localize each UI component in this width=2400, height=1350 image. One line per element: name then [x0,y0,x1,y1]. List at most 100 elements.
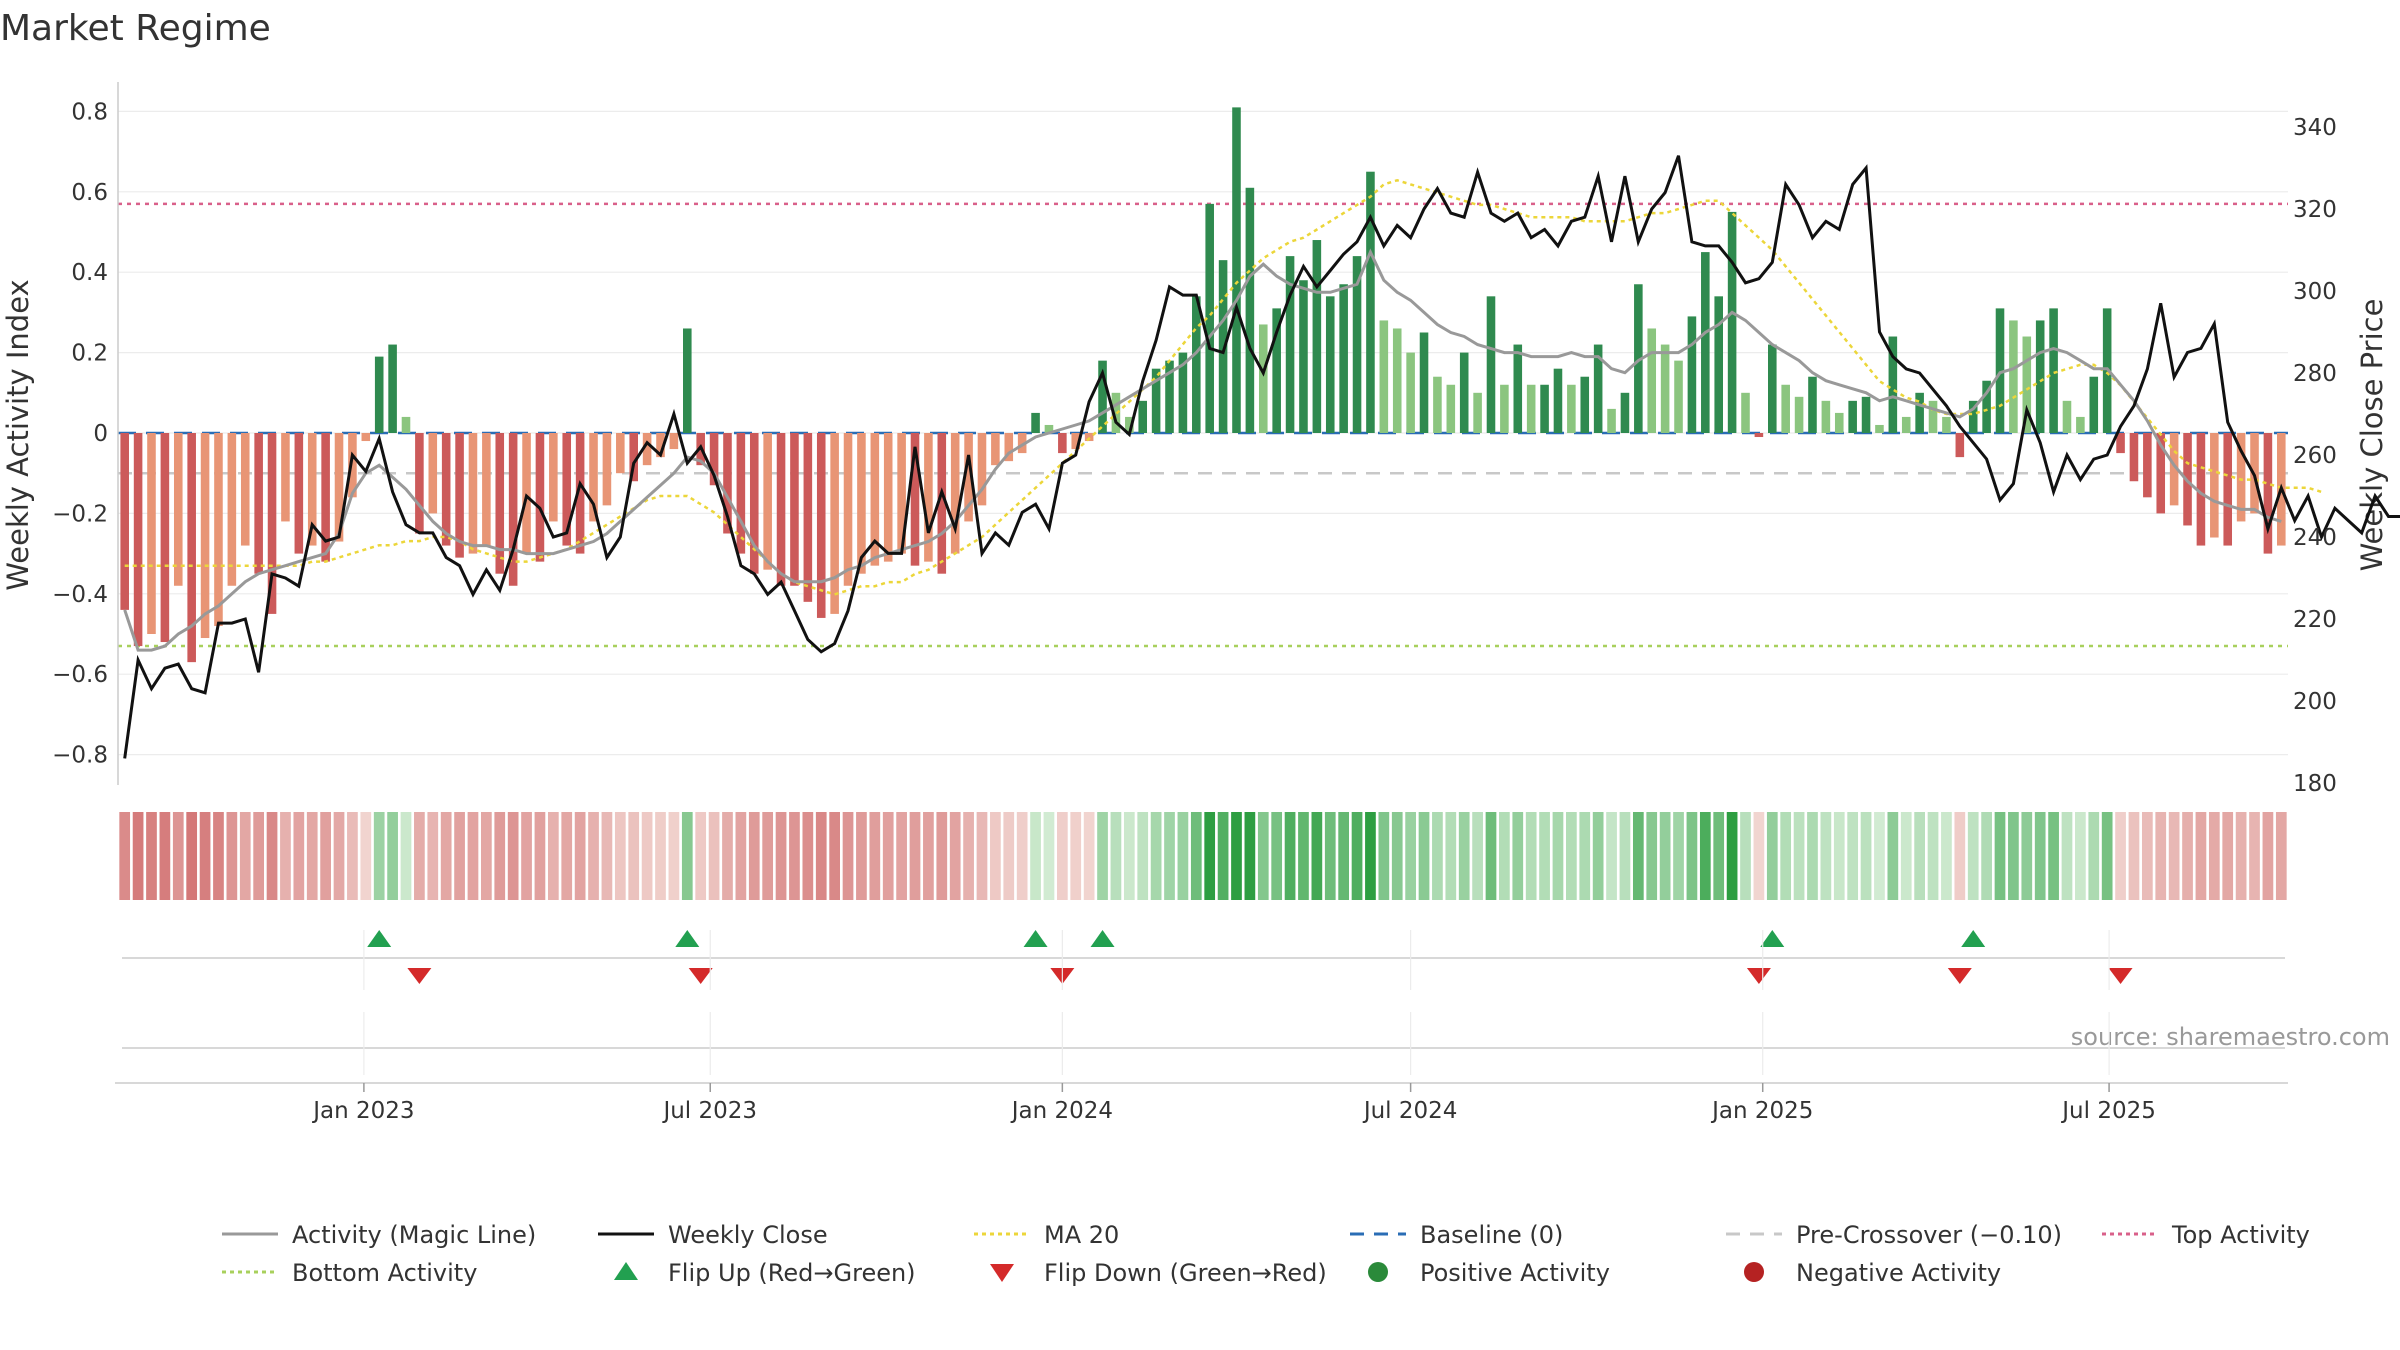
regime-strip-cell [226,812,238,900]
activity-bar [642,433,652,466]
activity-bar [1218,260,1228,433]
activity-bar [924,433,933,562]
regime-strip-cell [2275,812,2287,900]
regime-strip-cell [2222,812,2234,900]
regime-strip-cell [387,812,398,900]
activity-bar [1044,424,1054,433]
regime-strip-cell [681,812,693,900]
activity-bar [803,433,813,602]
activity-bar [2263,433,2273,554]
y-axis-right-title: Weekly Close Price [2355,299,2389,572]
legend-label: Flip Down (Green→Red) [1044,1259,1327,1287]
activity-bar [1955,433,1965,458]
regime-strip-cell [534,812,546,900]
regime-strip-cell [1793,812,1805,900]
regime-strip-cell [1123,812,1135,900]
regime-strip-cell [2101,812,2113,900]
y-right-tick-label: 320 [2293,197,2337,223]
regime-strip-cell [1874,812,1885,900]
legend-item: Pre-Crossover (−0.10) [1726,1221,2062,1249]
legend-item: Flip Down (Green→Red) [990,1259,1327,1287]
activity-bar [1500,384,1509,433]
activity-bar [1379,320,1389,433]
activity-bar [2089,376,2099,433]
activity-bar [683,328,692,433]
regime-strip-cell [494,812,506,900]
regime-strip-cell [1981,812,1992,900]
magic-line [123,248,2282,652]
legend-item: Negative Activity [1744,1259,2001,1287]
grid-layer [118,110,2288,756]
regime-strip-cell [1485,812,1497,900]
activity-bar [2143,433,2152,498]
regime-strip-cell [735,812,747,900]
activity-bar [1834,412,1844,433]
regime-strip-cell [1686,812,1698,900]
activity-bar [669,433,679,450]
regime-strip-cell [2141,812,2153,900]
regime-strip-cell [172,812,184,900]
regime-strip-cell [775,812,787,900]
activity-bar [857,433,866,574]
activity-bar [1071,433,1081,450]
regime-strip-cell [601,812,613,900]
regime-strip-cell [333,812,345,900]
activity-bar [2129,433,2139,482]
y-left-tick-label: −0.8 [52,743,108,769]
activity-bar [1861,396,1871,433]
y-right-tick-label: 340 [2293,115,2337,141]
legend-label: MA 20 [1044,1221,1119,1249]
activity-bar [508,433,518,586]
activity-bar [1781,384,1790,433]
regime-strip-cell [842,812,854,900]
y-left-tick-label: −0.2 [52,501,108,527]
activity-bar [589,433,598,522]
activity-bar [1004,433,1014,462]
activity-bar [2210,433,2219,538]
activity-bar [321,433,330,562]
regime-strip-cell [936,812,948,900]
activity-bar [415,433,424,534]
activity-bar [883,433,893,562]
legend-circle-icon [1368,1262,1388,1282]
regime-strip-cell [186,812,198,900]
activity-bar [1808,376,1817,433]
legend-label: Negative Activity [1796,1259,2001,1287]
regime-strip-cell [2115,812,2126,900]
legend: Activity (Magic Line) Weekly Close MA 20 Ba… [222,1221,2310,1287]
regime-strip-cell [574,812,586,900]
activity-bar [1674,360,1683,433]
regime-strip-cell [1887,812,1899,900]
activity-bar [1660,344,1670,433]
activity-bar [1486,296,1496,433]
activity-bar [656,433,665,458]
activity-bar [1459,352,1469,433]
y-left-tick-label: −0.4 [52,582,108,608]
activity-bar [1942,416,1951,433]
regime-strip-cell [1967,812,1979,900]
activity-bar [1138,400,1148,433]
regime-strip-cell [507,812,519,900]
regime-strip-cell [802,812,814,900]
flip-up-marker [1961,930,1986,947]
regime-strip-cell [1338,812,1350,900]
regime-strip-cell [1833,812,1845,900]
legend-item: Bottom Activity [222,1259,477,1287]
activity-bar [374,356,384,433]
activity-bar [1366,171,1375,433]
activity-bar [254,433,263,574]
regime-strip-cell [1592,812,1604,900]
regime-strip-cell [1351,812,1363,900]
regime-strip-cell [1807,812,1818,900]
x-tick-label: Jul 2025 [2060,1098,2156,1124]
activity-bar [937,433,947,574]
legend-label: Baseline (0) [1420,1221,1563,1249]
regime-strip-cell [2235,812,2247,900]
regime-strip-cell [1110,812,1122,900]
regime-strip-cell [1217,812,1229,900]
regime-strip-cell [628,812,640,900]
regime-strip-cell [1445,812,1457,900]
regime-strip-cell [320,812,331,900]
activity-bar [1754,433,1764,438]
activity-bar [1593,344,1603,433]
